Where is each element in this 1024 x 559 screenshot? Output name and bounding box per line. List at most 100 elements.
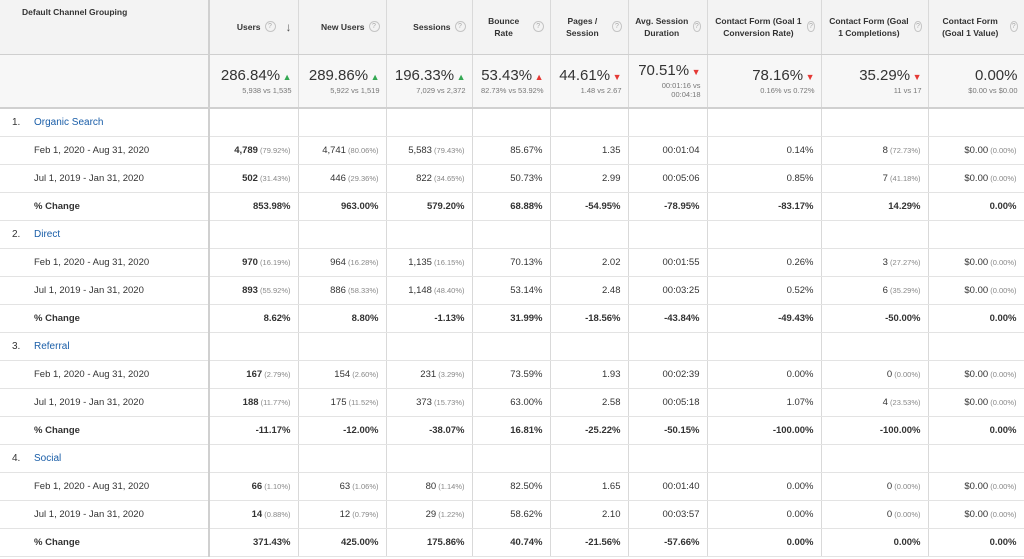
metric-share: (0.00%) (988, 397, 1017, 407)
metric-cell: -11.17% (209, 416, 299, 445)
row-label: Feb 1, 2020 - Aug 31, 2020 (0, 472, 210, 501)
group-label-cell: 3. Referral (0, 332, 210, 361)
help-icon[interactable]: ? (807, 21, 815, 33)
column-header-contact-form-goal-1-value[interactable]: Contact Form (Goal 1 Value)? (928, 0, 1024, 55)
help-icon[interactable]: ? (612, 21, 622, 33)
metric-cell: 0 (0.00%) (821, 472, 929, 501)
column-header-label: Contact Form (Goal 1 Completions) (829, 15, 909, 38)
column-header-pages-session[interactable]: Pages / Session? (550, 0, 629, 55)
help-icon[interactable]: ? (1009, 21, 1018, 33)
metric-share: (0.00%) (892, 369, 921, 379)
metric-cell: 00:02:39 (628, 360, 708, 389)
totals-value: 196.33% ▲ (393, 67, 466, 84)
column-header-content: Users? ↓ (216, 21, 292, 33)
totals-value: 286.84% ▲ (216, 67, 292, 84)
group-name-link[interactable]: Referral (34, 340, 70, 352)
metric-value: $0.00 (964, 284, 989, 296)
empty-cell (209, 332, 299, 361)
empty-cell (298, 332, 387, 361)
metric-cell: 5,583 (79.43%) (386, 136, 473, 165)
column-header-users[interactable]: Users? ↓ (209, 0, 299, 55)
column-header-label: Pages / Session (566, 15, 599, 38)
metric-cell: 0.00% (707, 360, 822, 389)
empty-cell (472, 108, 551, 137)
column-header-new-users[interactable]: New Users? (298, 0, 387, 55)
metric-value: 0.26% (786, 256, 814, 268)
metric-value: 3 (882, 256, 888, 268)
metric-cell: 0.00% (928, 304, 1024, 333)
header-row: Default Channel Grouping Users? ↓ New User… (0, 0, 1024, 55)
metric-value: 188 (242, 396, 259, 408)
metric-value: 68.88% (510, 200, 543, 212)
metric-share: (31.43%) (257, 173, 291, 183)
metric-share: (16.19%) (257, 257, 291, 267)
dimension-header[interactable]: Default Channel Grouping (0, 0, 210, 55)
metric-value: -18.56% (585, 312, 621, 324)
metric-value: 31.99% (510, 312, 543, 324)
help-icon[interactable]: ? (368, 21, 380, 33)
metric-value: 85.67% (510, 144, 543, 156)
metric-value: 0.00% (893, 536, 921, 548)
metric-value: 00:05:18 (662, 396, 700, 408)
metric-value: $0.00 (964, 144, 989, 156)
metric-share: (1.10%) (262, 481, 291, 491)
metric-cell: 1.07% (707, 388, 822, 417)
metric-value: 822 (416, 172, 432, 184)
help-icon[interactable]: ? (454, 21, 466, 33)
group-name-link[interactable]: Direct (34, 228, 61, 240)
help-icon[interactable]: ? (532, 21, 544, 33)
totals-cell: 44.61% ▼ 1.48 vs 2.67 (550, 54, 629, 109)
metric-cell: -21.56% (550, 528, 629, 557)
empty-cell (628, 108, 708, 137)
metric-value: 963.00% (340, 200, 379, 212)
column-header-contact-form-goal-1-completions[interactable]: Contact Form (Goal 1 Completions)? (821, 0, 929, 55)
metric-value: $0.00 (964, 508, 989, 520)
column-header-content: New Users? (305, 21, 380, 33)
metric-share: (0.00%) (892, 509, 921, 519)
column-header-sessions[interactable]: Sessions? (386, 0, 473, 55)
metric-cell: 00:05:18 (628, 388, 708, 417)
metric-cell: 00:03:57 (628, 500, 708, 529)
metric-value: 446 (330, 172, 346, 184)
metric-share: (2.79%) (262, 369, 291, 379)
metric-cell: $0.00 (0.00%) (928, 136, 1024, 165)
metric-cell: 14 (0.88%) (209, 500, 299, 529)
totals-comparison: 00:01:16 vs 00:04:18 (661, 81, 701, 100)
empty-cell (821, 332, 929, 361)
metric-cell: -18.56% (550, 304, 629, 333)
metric-cell: 4,789 (79.92%) (209, 136, 299, 165)
metric-cell: 0.00% (707, 528, 822, 557)
metric-cell: 00:01:04 (628, 136, 708, 165)
metric-value: -11.17% (255, 424, 291, 436)
help-icon[interactable]: ? (914, 21, 922, 33)
group-label-cell: 2. Direct (0, 220, 210, 249)
empty-cell (472, 332, 551, 361)
metric-cell: 14.29% (821, 192, 929, 221)
metric-value: 4,789 (234, 144, 258, 156)
column-header-bounce-rate[interactable]: Bounce Rate? (472, 0, 551, 55)
metric-value: -50.15% (664, 424, 700, 436)
metric-value: 0.85% (786, 172, 814, 184)
column-header-contact-form-goal-1-conversion-rate[interactable]: Contact Form (Goal 1 Conversion Rate)? (707, 0, 822, 55)
metric-value: 893 (242, 284, 258, 296)
sort-descending-icon[interactable]: ↓ (285, 19, 292, 34)
metric-value: 886 (330, 284, 346, 296)
metric-value: 0.00% (786, 368, 814, 380)
metric-cell: 502 (31.43%) (209, 164, 299, 193)
totals-cell: 196.33% ▲ 7,029 vs 2,372 (386, 54, 473, 109)
metric-cell: 175 (11.52%) (298, 388, 387, 417)
row-label: Jul 1, 2019 - Jan 31, 2020 (0, 388, 210, 417)
group-name-link[interactable]: Organic Search (34, 116, 104, 128)
metric-share: (27.27%) (887, 257, 921, 267)
metric-cell: $0.00 (0.00%) (928, 164, 1024, 193)
help-icon[interactable]: ? (693, 21, 701, 33)
help-icon[interactable]: ? (264, 21, 276, 33)
metric-value: -38.07% (429, 424, 465, 436)
metric-value: -49.43% (778, 312, 814, 324)
row-label: % Change (0, 416, 210, 445)
metric-cell: 963.00% (298, 192, 387, 221)
group-name-link[interactable]: Social (34, 452, 62, 464)
metric-cell: $0.00 (0.00%) (928, 248, 1024, 277)
column-header-avg-session-duration[interactable]: Avg. Session Duration? (628, 0, 708, 55)
